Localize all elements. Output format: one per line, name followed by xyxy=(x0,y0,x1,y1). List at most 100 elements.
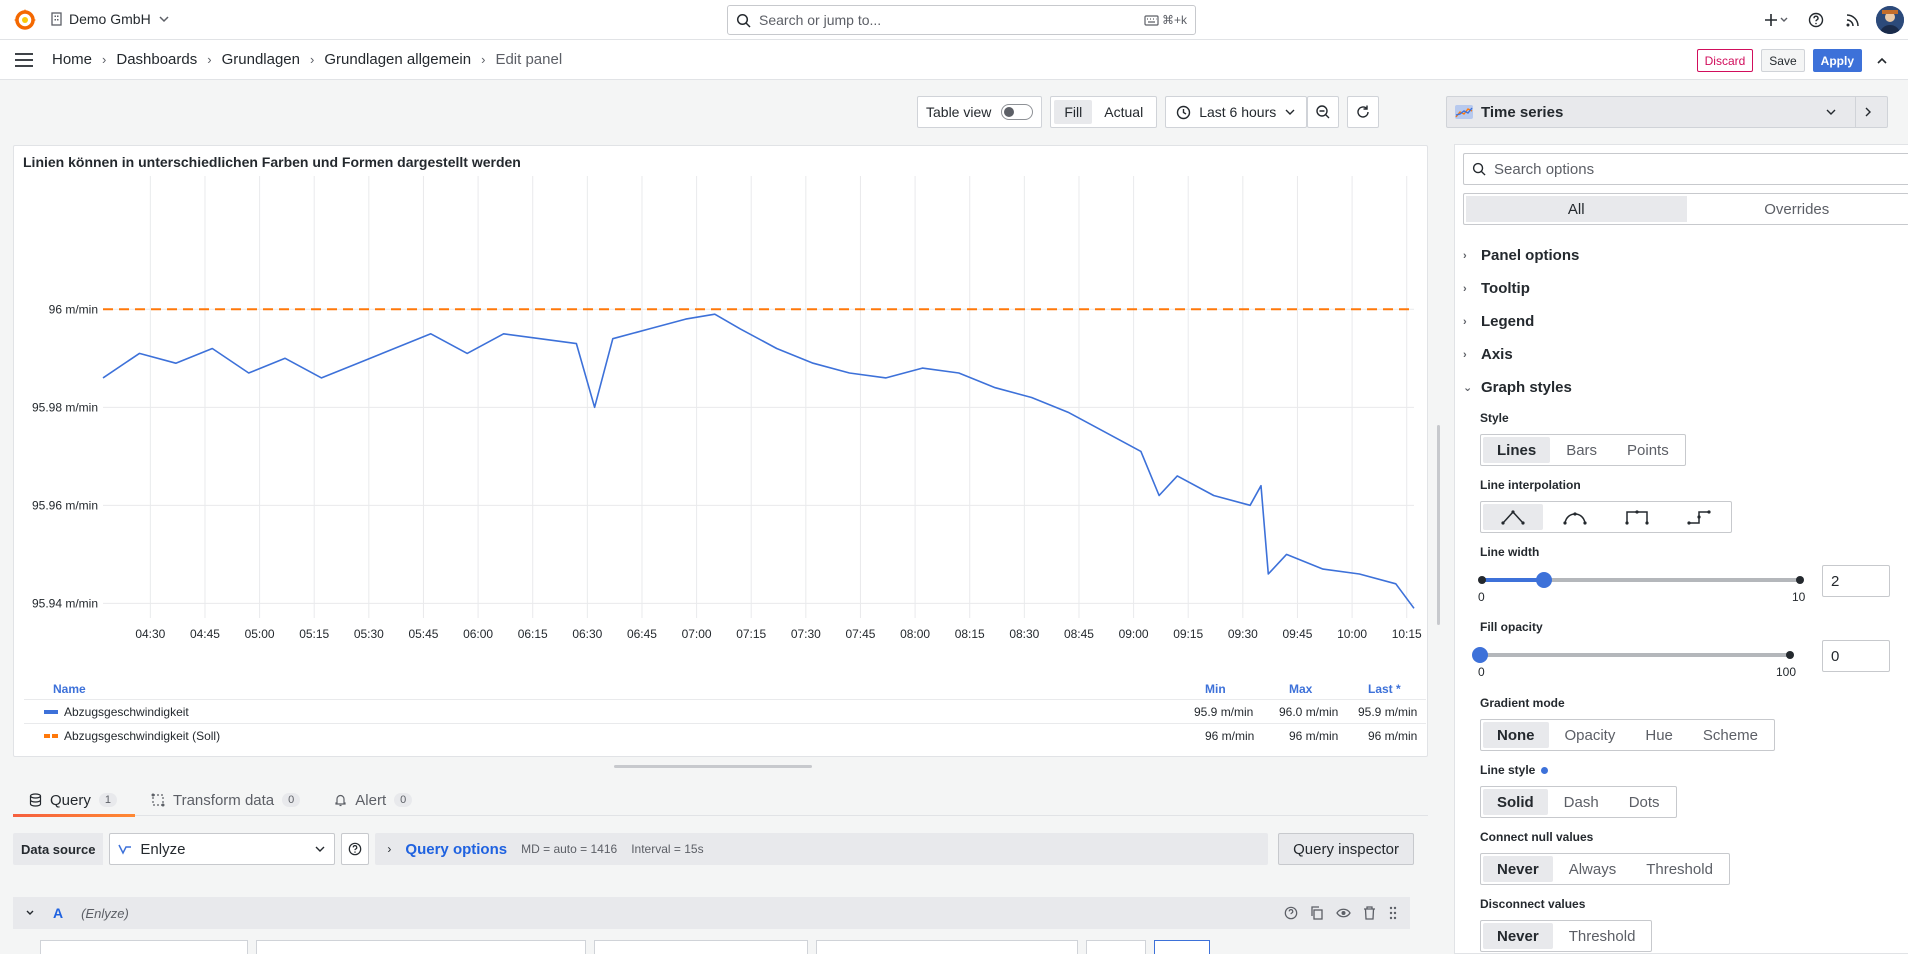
data-source-select[interactable]: Enlyze xyxy=(109,833,336,865)
time-series-chart[interactable]: 04:30 04:45 05:00 05:15 05:30 05:45 06:00 06:15… xyxy=(14,176,1427,676)
gradient-hue[interactable]: Hue xyxy=(1645,726,1673,744)
chevron-right-icon: › xyxy=(102,52,107,67)
series-color-swatch[interactable] xyxy=(44,733,58,738)
section-axis[interactable]: › Axis xyxy=(1463,346,1513,363)
connect-null-threshold[interactable]: Threshold xyxy=(1646,860,1713,878)
line-style-solid[interactable]: Solid xyxy=(1483,789,1548,815)
line-style-label: Line style xyxy=(1480,763,1549,777)
legend-row[interactable]: Abzugsgeschwindigkeit (Soll) 96 m/min 96… xyxy=(24,723,1426,747)
gradient-none[interactable]: None xyxy=(1483,722,1549,748)
save-button[interactable]: Save xyxy=(1761,49,1805,72)
line-width-input[interactable]: 2 xyxy=(1822,565,1890,597)
eye-icon[interactable] xyxy=(1336,906,1351,920)
trash-icon[interactable] xyxy=(1363,906,1376,920)
style-lines[interactable]: Lines xyxy=(1483,437,1551,463)
help-circle-icon[interactable] xyxy=(1284,906,1298,920)
visualization-picker[interactable]: Time series xyxy=(1446,96,1888,128)
gradient-scheme[interactable]: Scheme xyxy=(1702,726,1758,744)
tab-alert[interactable]: Alert 0 xyxy=(318,784,430,816)
slider-handle[interactable] xyxy=(1536,572,1553,588)
panel-resize-handle[interactable] xyxy=(614,765,812,768)
query-field[interactable] xyxy=(1154,940,1210,954)
section-graph-styles[interactable]: ⌄ Graph styles xyxy=(1463,379,1572,396)
query-field[interactable] xyxy=(256,940,586,954)
legend-header-max[interactable]: Max xyxy=(1289,682,1313,696)
data-source-help-button[interactable] xyxy=(341,833,370,865)
line-style-dots[interactable]: Dots xyxy=(1628,793,1660,811)
section-legend[interactable]: › Legend xyxy=(1463,313,1534,330)
help-button[interactable] xyxy=(1798,6,1834,34)
query-field[interactable] xyxy=(816,940,1078,954)
table-view-toggle[interactable]: Table view xyxy=(917,96,1043,128)
tab-overrides[interactable]: Overrides xyxy=(1764,200,1830,218)
interp-step-after[interactable] xyxy=(1669,504,1729,530)
tab-transform-label: Transform data xyxy=(172,791,275,809)
query-letter[interactable]: A xyxy=(53,905,64,921)
new-menu-button[interactable] xyxy=(1754,6,1798,34)
disconnect-threshold[interactable]: Threshold xyxy=(1568,927,1636,945)
copy-icon[interactable] xyxy=(1310,906,1324,920)
org-switcher[interactable]: Demo GmbH xyxy=(50,11,171,27)
options-resize-handle[interactable] xyxy=(1437,425,1440,625)
tab-query[interactable]: Query 1 xyxy=(13,784,135,817)
breadcrumb-dashboards[interactable]: Dashboards xyxy=(116,51,198,68)
tab-transform[interactable]: Transform data 0 xyxy=(135,784,318,816)
query-options[interactable]: › Query options MD = auto = 1416 Interva… xyxy=(375,833,1269,865)
tab-all[interactable]: All xyxy=(1466,196,1687,222)
grafana-logo-icon[interactable] xyxy=(14,9,36,31)
user-avatar[interactable] xyxy=(1876,6,1904,34)
breadcrumb-dashboard[interactable]: Grundlagen allgemein xyxy=(324,51,472,68)
legend-series-name[interactable]: Abzugsgeschwindigkeit (Soll) xyxy=(64,728,221,743)
drag-handle-icon[interactable] xyxy=(1388,906,1398,920)
series-color-swatch[interactable] xyxy=(44,709,58,714)
section-tooltip[interactable]: › Tooltip xyxy=(1463,280,1530,297)
actual-option[interactable]: Actual xyxy=(1104,104,1144,120)
legend-last-value: 96 m/min xyxy=(1368,728,1418,743)
style-bars[interactable]: Bars xyxy=(1566,441,1598,459)
table-view-switch[interactable] xyxy=(1001,104,1034,120)
interp-linear[interactable] xyxy=(1483,504,1543,530)
legend-header-name[interactable]: Name xyxy=(53,682,86,696)
legend-row[interactable]: Abzugsgeschwindigkeit 95.9 m/min 96.0 m/… xyxy=(24,699,1426,723)
interp-step-before[interactable] xyxy=(1607,504,1667,530)
apply-button[interactable]: Apply xyxy=(1812,49,1862,72)
slider-max-dot xyxy=(1786,651,1794,659)
query-field[interactable] xyxy=(594,940,808,954)
options-search-input[interactable]: Search options xyxy=(1463,153,1908,185)
legend-series-name[interactable]: Abzugsgeschwindigkeit xyxy=(64,704,189,719)
legend-header-last[interactable]: Last * xyxy=(1368,682,1401,696)
menu-icon[interactable] xyxy=(14,52,34,68)
section-panel-options[interactable]: › Panel options xyxy=(1463,247,1579,264)
discard-button[interactable]: Discard xyxy=(1696,49,1754,72)
style-points[interactable]: Points xyxy=(1627,441,1669,459)
search-input[interactable]: Search or jump to... ⌘+k xyxy=(727,5,1196,35)
breadcrumb-home[interactable]: Home xyxy=(52,51,93,68)
breadcrumb-grundlagen[interactable]: Grundlagen xyxy=(221,51,300,68)
query-field[interactable] xyxy=(40,940,248,954)
gradient-radio-group: None Opacity Hue Scheme xyxy=(1480,719,1775,751)
time-range-picker[interactable]: Last 6 hours xyxy=(1165,96,1308,128)
connect-null-never[interactable]: Never xyxy=(1483,856,1553,882)
collapse-button[interactable] xyxy=(1870,49,1894,72)
query-inspector-button[interactable]: Query inspector xyxy=(1278,833,1414,865)
interp-smooth[interactable] xyxy=(1545,504,1605,530)
refresh-button[interactable] xyxy=(1347,96,1380,128)
slider-handle[interactable] xyxy=(1472,647,1488,663)
query-field[interactable] xyxy=(1086,940,1146,954)
news-button[interactable] xyxy=(1834,6,1870,34)
fill-option[interactable]: Fill xyxy=(1054,100,1093,124)
legend-header-min[interactable]: Min xyxy=(1205,682,1226,696)
disconnect-never[interactable]: Never xyxy=(1483,923,1553,949)
line-width-slider[interactable]: 0 10 xyxy=(1478,568,1810,604)
options-search-placeholder: Search options xyxy=(1494,160,1595,178)
connect-null-always[interactable]: Always xyxy=(1568,860,1617,878)
fill-opacity-input[interactable]: 0 xyxy=(1822,640,1890,672)
fill-opacity-slider[interactable]: 0 100 xyxy=(1472,643,1800,679)
line-style-dash[interactable]: Dash xyxy=(1563,793,1599,811)
query-options-link[interactable]: Query options xyxy=(405,840,508,858)
gradient-opacity[interactable]: Opacity xyxy=(1564,726,1616,744)
close-options-button[interactable] xyxy=(1855,97,1879,127)
legend-min-value: 96 m/min xyxy=(1205,728,1255,743)
zoom-out-button[interactable] xyxy=(1307,96,1340,128)
chevron-down-icon[interactable] xyxy=(25,908,35,918)
